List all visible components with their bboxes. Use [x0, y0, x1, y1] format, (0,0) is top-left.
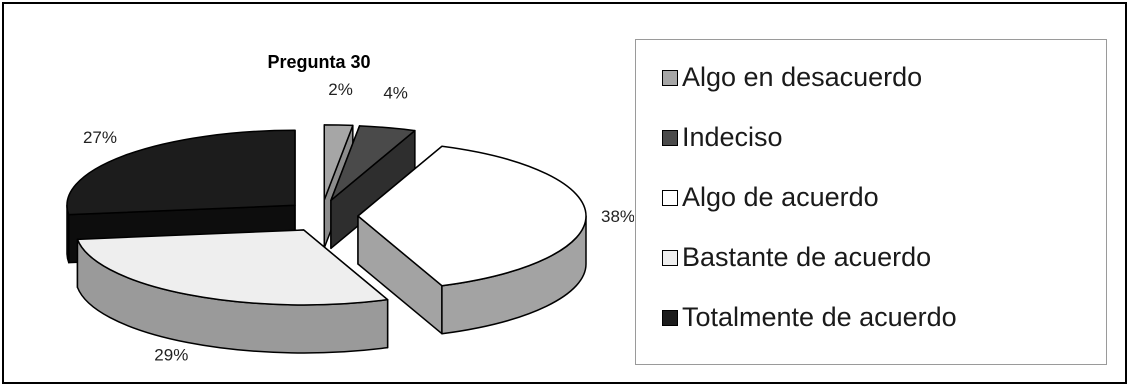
slice-value-label: 29%	[154, 346, 188, 365]
pie-slice	[330, 125, 416, 202]
legend-label: Totalmente de acuerdo	[682, 302, 957, 332]
legend-swatch	[662, 129, 678, 146]
chart-title: Pregunta 30	[267, 52, 370, 72]
pie-slice	[357, 145, 587, 287]
legend-label: Algo de acuerdo	[682, 182, 879, 212]
legend-item: Algo en desacuerdo	[662, 62, 922, 93]
legend-item: Totalmente de acuerdo	[662, 302, 957, 333]
slice-value-label: 38%	[601, 207, 634, 226]
pie-slice	[76, 229, 389, 306]
legend: Algo en desacuerdo Indeciso Algo de acue…	[635, 39, 1107, 365]
slice-value-label: 27%	[83, 128, 117, 147]
pie-chart: Pregunta 30 2% 4% 38% 29% 27%	[66, 52, 634, 365]
chart-frame: Pregunta 30 2% 4% 38% 29% 27% Algo en desacue…	[2, 2, 1127, 384]
pie-slice	[66, 129, 296, 216]
legend-swatch	[662, 249, 678, 266]
legend-swatch	[662, 69, 678, 86]
legend-item: Algo de acuerdo	[662, 182, 879, 213]
slice-value-label: 2%	[328, 80, 353, 99]
legend-label: Bastante de acuerdo	[682, 242, 932, 272]
legend-label: Indeciso	[682, 122, 783, 152]
legend-item: Bastante de acuerdo	[662, 242, 931, 273]
legend-swatch	[662, 309, 678, 326]
pie-slice	[323, 124, 354, 201]
slice-value-label: 4%	[383, 84, 408, 103]
legend-item: Indeciso	[662, 122, 783, 153]
legend-swatch	[662, 189, 678, 206]
legend-label: Algo en desacuerdo	[682, 62, 923, 92]
